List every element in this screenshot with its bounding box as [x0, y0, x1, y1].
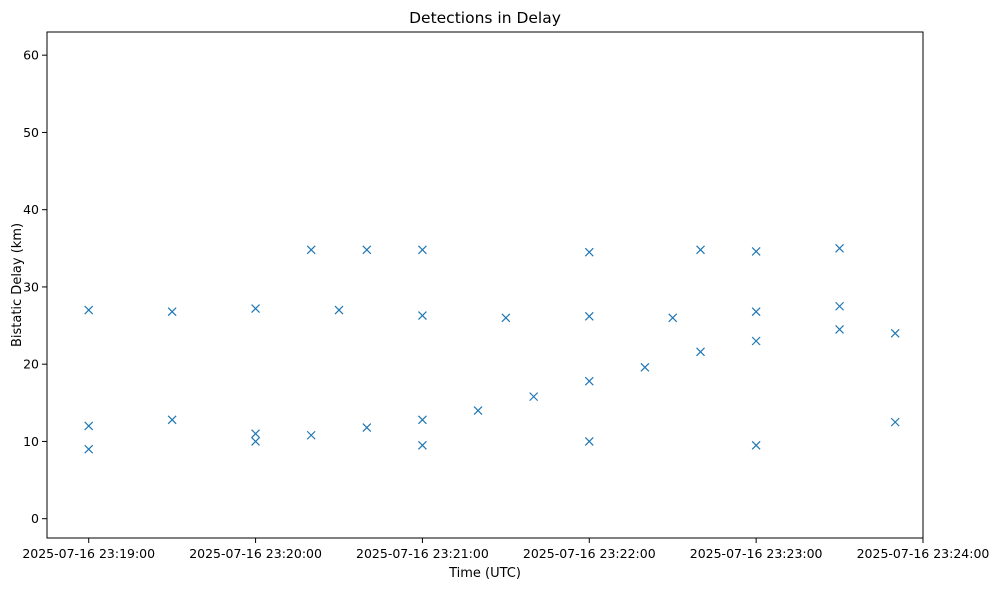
data-point [640, 362, 650, 372]
y-tick-label: 20 [23, 357, 39, 372]
data-point [751, 307, 761, 317]
data-point [584, 247, 594, 257]
y-tick-label: 10 [23, 434, 39, 449]
data-point [501, 313, 511, 323]
data-point [473, 406, 483, 415]
data-point [84, 305, 94, 315]
x-tick-label: 2025-07-16 23:19:00 [22, 546, 155, 561]
data-point [751, 246, 761, 256]
data-point [306, 430, 316, 440]
data-point [167, 415, 177, 425]
data-point [890, 417, 900, 427]
data-point [751, 440, 761, 450]
data-point [668, 313, 678, 323]
data-point [696, 245, 705, 255]
y-axis-label: Bistatic Delay (km) [10, 223, 25, 347]
data-point [334, 305, 344, 315]
x-axis-ticks: 2025-07-16 23:19:00 2025-07-16 23:20:00 20… [22, 538, 989, 561]
x-tick-label: 2025-07-16 23:20:00 [189, 546, 322, 561]
data-points [84, 243, 900, 454]
data-point [418, 440, 427, 450]
data-point [362, 423, 372, 432]
data-point [418, 311, 427, 320]
x-tick-label: 2025-07-16 23:24:00 [857, 546, 989, 561]
data-point [251, 304, 260, 313]
data-point [835, 301, 844, 311]
data-point [251, 437, 260, 446]
data-point [251, 429, 260, 439]
data-point [584, 311, 594, 321]
data-point [696, 347, 705, 357]
data-point [306, 245, 316, 255]
x-tick-label: 2025-07-16 23:21:00 [356, 546, 489, 561]
data-point [584, 437, 594, 446]
data-point [751, 336, 761, 346]
x-tick-label: 2025-07-16 23:23:00 [690, 546, 823, 561]
x-axis-label: Time (UTC) [448, 566, 521, 581]
y-tick-label: 40 [23, 202, 39, 217]
y-tick-label: 60 [23, 48, 39, 63]
data-point [167, 307, 177, 317]
y-tick-label: 50 [23, 125, 39, 140]
y-tick-label: 0 [31, 511, 39, 526]
data-point [84, 421, 94, 431]
y-axis-ticks: 0 10 20 30 40 50 60 [23, 48, 47, 526]
data-point [890, 328, 900, 338]
chart-title: Detections in Delay [409, 9, 561, 27]
data-point [84, 444, 94, 454]
data-point [584, 376, 594, 386]
data-point [529, 392, 539, 402]
data-point [835, 324, 844, 334]
y-tick-label: 30 [23, 279, 39, 294]
plot-frame [46, 31, 924, 539]
data-point [362, 245, 372, 255]
x-tick-label: 2025-07-16 23:22:00 [523, 546, 656, 561]
data-point [835, 243, 844, 253]
data-point [418, 415, 427, 425]
data-point [418, 245, 427, 255]
